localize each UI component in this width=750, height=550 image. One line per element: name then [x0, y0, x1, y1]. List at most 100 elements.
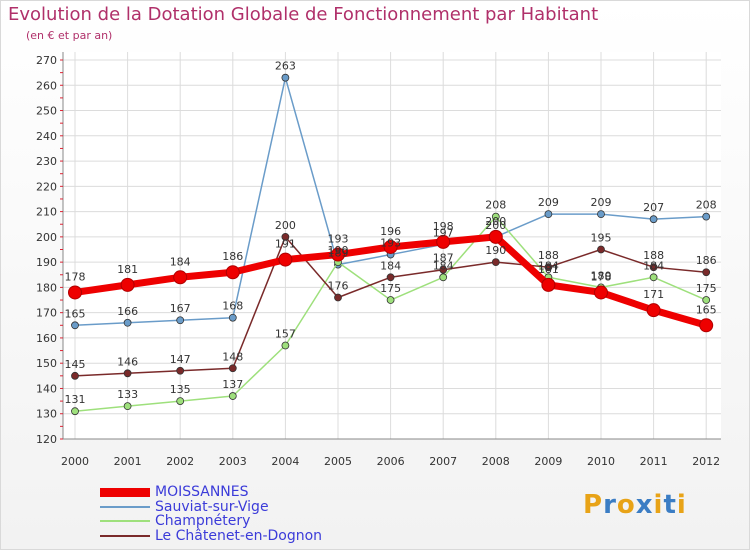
data-point [176, 366, 185, 375]
data-label: 145 [65, 358, 86, 371]
data-label: 168 [222, 300, 243, 313]
data-label: 188 [643, 249, 664, 262]
x-tick-label: 2003 [219, 455, 247, 468]
data-point [331, 247, 345, 262]
data-point [702, 296, 711, 304]
y-tick-label: 190 [36, 256, 57, 269]
x-tick-label: 2006 [377, 455, 405, 468]
data-label: 137 [222, 378, 243, 391]
data-label: 180 [591, 269, 612, 282]
data-point [173, 270, 188, 285]
data-point [491, 212, 500, 221]
data-label: 191 [275, 238, 296, 251]
legend-label: Le Châtenet-en-Dognon [155, 528, 323, 544]
data-point [649, 273, 658, 282]
logo-letter: P [583, 490, 604, 520]
data-label: 178 [591, 270, 612, 283]
legend-label: MOISSANNES [155, 484, 249, 500]
x-tick-label: 2011 [640, 455, 668, 468]
data-point [123, 402, 132, 411]
data-point [436, 234, 451, 249]
data-point [228, 392, 237, 400]
data-label: 184 [433, 259, 454, 272]
data-point [699, 318, 714, 333]
data-label: 209 [538, 196, 559, 209]
data-point [120, 277, 135, 292]
proxiti-logo: Proxiti [583, 490, 687, 520]
data-point [281, 341, 290, 350]
data-label: 184 [538, 259, 559, 272]
data-point [649, 263, 658, 272]
data-label: 197 [433, 226, 454, 239]
data-label: 167 [170, 302, 191, 315]
logo-letter: x [635, 490, 654, 520]
legend-label: Champnétery [155, 513, 251, 529]
data-point [597, 210, 605, 219]
data-label: 198 [433, 220, 454, 233]
data-label: 175 [380, 282, 401, 295]
y-tick-label: 200 [36, 231, 57, 244]
data-point [278, 252, 293, 267]
y-tick-label: 230 [36, 155, 57, 168]
data-label: 186 [222, 250, 243, 263]
data-label: 146 [117, 355, 138, 368]
data-point [386, 273, 395, 282]
data-label: 184 [643, 259, 664, 272]
data-point [228, 313, 237, 322]
data-point [123, 318, 132, 327]
data-label: 188 [538, 249, 559, 262]
data-point [225, 265, 240, 280]
data-label: 263 [275, 60, 296, 73]
data-label: 147 [170, 353, 191, 366]
y-tick-label: 210 [36, 206, 57, 219]
data-point [281, 73, 290, 82]
data-label: 193 [380, 237, 401, 250]
y-tick-label: 260 [36, 79, 57, 92]
logo-letter: i [676, 490, 687, 520]
data-point [439, 273, 448, 282]
data-label: 181 [117, 263, 138, 276]
x-tick-label: 2004 [271, 455, 299, 468]
x-tick-label: 2000 [61, 455, 89, 468]
data-label: 171 [643, 288, 664, 301]
data-label: 133 [117, 388, 138, 401]
y-tick-label: 160 [36, 332, 57, 345]
y-tick-label: 170 [36, 307, 57, 320]
y-tick-label: 140 [36, 382, 57, 395]
legend-swatch-moissannes [100, 488, 150, 497]
x-tick-label: 2002 [166, 455, 194, 468]
data-point [334, 293, 342, 302]
x-tick-label: 2007 [429, 455, 457, 468]
data-label: 189 [328, 247, 349, 260]
logo-letter: o [616, 490, 636, 520]
data-point [491, 258, 500, 267]
data-label: 166 [117, 305, 138, 318]
data-point [68, 285, 82, 300]
data-point [71, 321, 79, 330]
data-label: 200 [485, 215, 506, 228]
data-point [383, 239, 398, 254]
data-point [71, 371, 79, 380]
y-tick-label: 250 [36, 105, 57, 118]
data-label: 200 [275, 219, 296, 232]
data-label: 181 [538, 263, 559, 276]
data-point [702, 268, 711, 277]
data-label: 178 [65, 270, 86, 283]
data-label: 200 [485, 219, 506, 232]
y-tick-label: 270 [36, 54, 57, 67]
data-label: 157 [275, 328, 296, 341]
data-label: 187 [433, 252, 454, 265]
data-point [281, 232, 290, 241]
y-tick-label: 180 [36, 281, 57, 294]
y-tick-label: 150 [36, 357, 57, 370]
data-label: 175 [696, 282, 717, 295]
data-point [386, 296, 395, 304]
data-point [439, 265, 448, 274]
x-tick-label: 2001 [114, 455, 142, 468]
data-point [649, 215, 658, 224]
data-label: 208 [696, 199, 717, 212]
data-label: 184 [380, 259, 401, 272]
data-label: 209 [591, 196, 612, 209]
data-point [228, 364, 237, 373]
